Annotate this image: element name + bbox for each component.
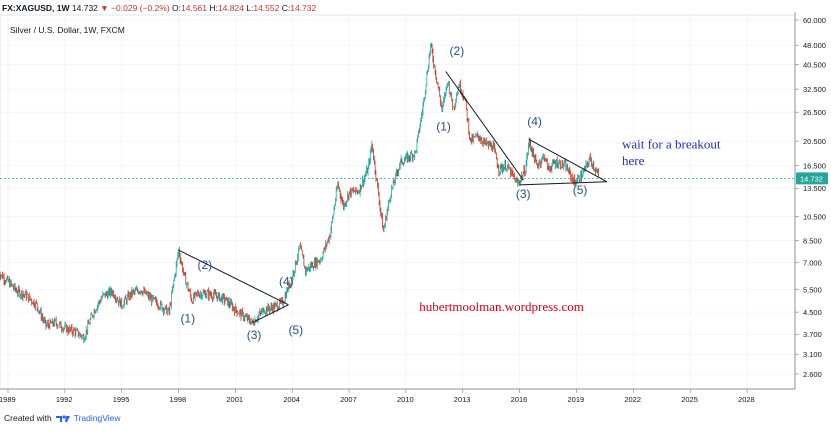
plot-frame — [0, 14, 796, 390]
wave-label-late: (5) — [573, 183, 588, 197]
price-tag-bg — [796, 172, 828, 185]
y-tick-label: 13.500 — [803, 184, 826, 193]
chart-subtitle: Silver / U.S. Dollar, 1W, FXCM — [10, 25, 125, 35]
x-tick-label: 2025 — [681, 395, 698, 404]
breakout-note-line1: wait for a breakout — [622, 137, 721, 152]
tradingview-logo-icon — [55, 415, 70, 422]
last-price-tag: 14.732 — [796, 172, 828, 185]
x-tick-label: 1998 — [170, 395, 187, 404]
x-tick-label: 2004 — [283, 395, 300, 404]
x-tick-label: 2022 — [624, 395, 641, 404]
wave-label-late: (1) — [436, 120, 451, 134]
y-tick-label: 32.500 — [803, 85, 826, 94]
y-tick-label: 2.600 — [803, 370, 822, 379]
y-tick-label: 3.100 — [803, 350, 822, 359]
trendlines[interactable] — [178, 71, 608, 324]
x-tick-label: 2013 — [454, 395, 471, 404]
wave-label-early: (1) — [180, 312, 195, 326]
symbol-label: FX:XAGUSD, 1W — [2, 3, 70, 13]
x-tick-label: 1992 — [56, 395, 73, 404]
wave-label-late: (2) — [450, 44, 465, 58]
open-value: 14.561 — [181, 3, 208, 13]
wave-label-early: (5) — [288, 323, 303, 337]
y-tick-label: 4.500 — [803, 308, 822, 317]
x-tick-label: 1995 — [113, 395, 130, 404]
x-tick-label: 2028 — [738, 395, 755, 404]
y-tick-label: 7.000 — [803, 258, 822, 267]
trendline — [445, 71, 524, 181]
wave-label-early: (2) — [198, 258, 213, 272]
x-tick-label: 2010 — [397, 395, 414, 404]
high-label: H: — [209, 3, 218, 13]
wave-labels: (1) (2) (3) (4) (5) (1) (2) (3) (4) (5) wait for a… — [180, 44, 720, 342]
wave-label-early: (4) — [279, 274, 294, 288]
trendline — [519, 181, 607, 186]
wave-label-late: (3) — [516, 187, 531, 201]
site-watermark: hubertmoolman.wordpress.com — [419, 299, 584, 314]
x-tick-label: 2007 — [340, 395, 357, 404]
y-tick-label: 5.500 — [803, 286, 822, 295]
price-tag-text: 14.732 — [800, 174, 823, 183]
close-value: 14.732 — [290, 3, 317, 13]
x-tick-label: 1989 — [0, 395, 16, 404]
last-price: 14.732 — [71, 3, 98, 13]
trendline — [528, 139, 608, 183]
open-label: O: — [172, 3, 182, 13]
created-with-label: Created with — [4, 413, 52, 423]
tradingview-link[interactable]: TradingView — [73, 413, 121, 423]
y-axis-ticks: 60.000 48.000 40.500 32.500 26.500 20.500 16.5… — [795, 16, 826, 379]
low-value: 14.552 — [253, 3, 280, 13]
change-value: ▼ −0.029 (−0.2%) — [100, 3, 170, 13]
footer: Created with TradingView — [4, 413, 121, 423]
chart-header: FX:XAGUSD, 1W 14.732 ▼ −0.029 (−0.2%) O:… — [2, 1, 316, 15]
low-label: L: — [246, 3, 254, 13]
y-tick-label: 26.500 — [803, 108, 826, 117]
price-bars — [0, 42, 599, 344]
wave-label-early: (3) — [247, 328, 262, 342]
y-tick-label: 60.000 — [803, 16, 826, 25]
breakout-note-line2: here — [622, 153, 645, 168]
y-tick-label: 3.700 — [803, 330, 822, 339]
y-tick-label: 16.500 — [803, 162, 826, 171]
y-tick-label: 10.500 — [803, 213, 826, 222]
close-label: C: — [281, 3, 291, 13]
high-value: 14.824 — [217, 3, 244, 13]
trendline — [178, 249, 289, 306]
wave-label-late: (4) — [527, 115, 542, 129]
trendline — [252, 304, 289, 324]
y-tick-label: 48.000 — [803, 41, 826, 50]
price-chart[interactable]: 60.000 48.000 40.500 32.500 26.500 20.500 16.5… — [0, 0, 831, 413]
chart-grid — [0, 15, 795, 389]
y-tick-label: 40.500 — [803, 60, 826, 69]
y-tick-label: 20.500 — [803, 137, 826, 146]
x-tick-label: 2019 — [568, 395, 585, 404]
x-tick-label: 2001 — [226, 395, 243, 404]
x-tick-label: 2016 — [511, 395, 528, 404]
x-axis-ticks: 1989 1992 1995 1998 2001 2004 2007 2010 2013 2016… — [0, 389, 755, 404]
y-tick-label: 8.500 — [803, 236, 822, 245]
